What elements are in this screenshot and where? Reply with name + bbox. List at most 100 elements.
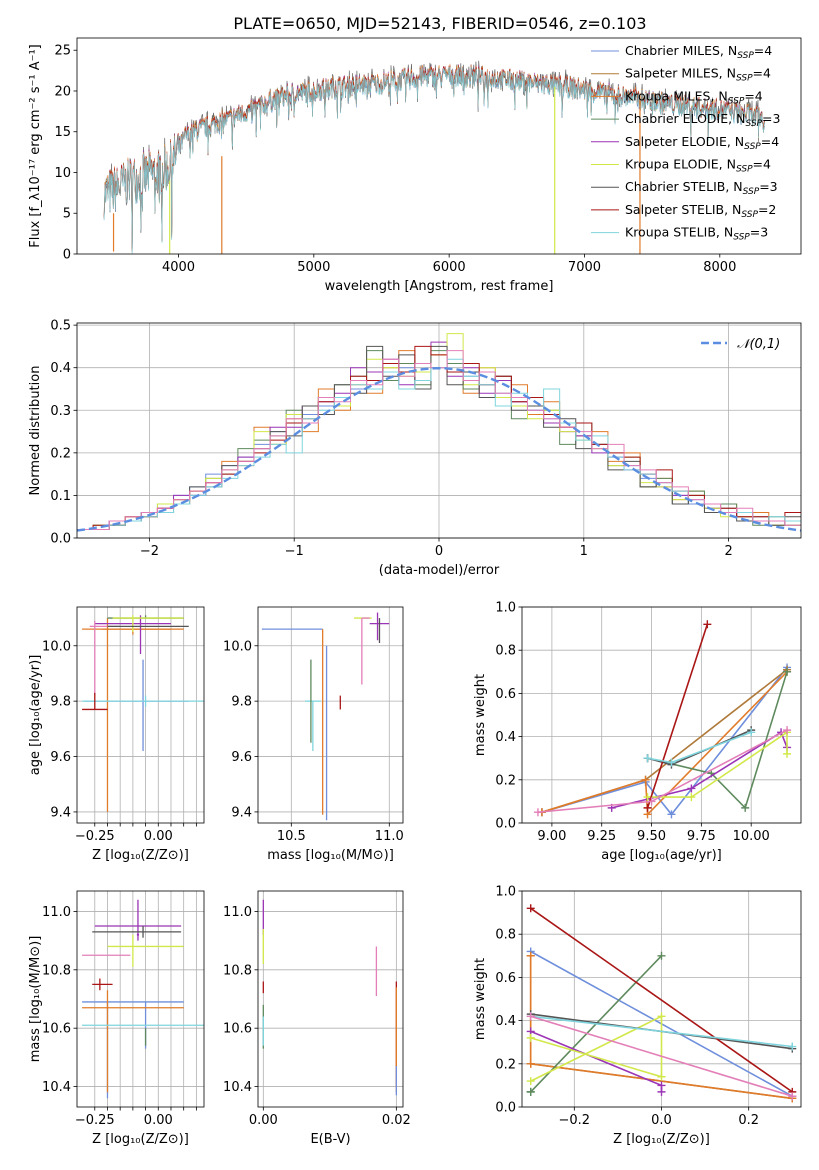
x-tick-label: −0.25 (75, 829, 115, 844)
legend-entry: Chabrier STELIB, NSSP=3 (625, 179, 778, 197)
axes-layer: 0.00 0.02 10.4 10.6 10.8 11.0 E(B-V) (223, 890, 411, 1147)
y-tick-label: 5 (63, 207, 71, 222)
weight-marker (526, 1087, 535, 1096)
y-tick-label: 11.0 (223, 905, 252, 920)
weight-marker (526, 1033, 535, 1042)
y-axis-label: age [log₁₀(age/yr)] (28, 655, 43, 776)
y-tick-label: 0.8 (495, 644, 516, 659)
y-tick-label: 0.4 (495, 730, 516, 745)
y-tick-label: 0.8 (495, 928, 516, 943)
y-tick-label: 10.0 (42, 639, 71, 654)
x-tick-label: 9.75 (687, 829, 716, 844)
grid-lines (258, 607, 403, 823)
x-tick-label: 8000 (703, 260, 736, 275)
legend-entry: Salpeter ELODIE, NSSP=4 (625, 134, 779, 152)
panel-spectrum: 4000 5000 6000 7000 8000 0 5 10 15 20 25 wavelength… (28, 37, 802, 294)
x-tick-label: 0.00 (144, 1113, 173, 1128)
y-tick-label: 10.4 (223, 1080, 252, 1095)
y-tick-label: 0.0 (495, 817, 516, 832)
axes-layer: 10.5 11.0 9.4 9.6 9.8 10.0 mass [log₁₀(M/M⊙)] (223, 606, 404, 863)
x-tick-label: 0 (435, 544, 443, 559)
weight-marker (526, 1012, 535, 1021)
data-layer (82, 615, 204, 812)
x-tick-label: 10.00 (733, 829, 770, 844)
panel-residuals: −2 −1 0 1 2 0.0 0.1 0.2 0.3 0.4 0.5 (data-model)/er… (28, 319, 802, 578)
weight-marker (647, 797, 656, 806)
plot-frame (76, 606, 205, 824)
x-tick-label: 7000 (568, 260, 601, 275)
y-tick-label: 0.0 (495, 1101, 516, 1116)
x-tick-label: 9.25 (587, 829, 616, 844)
legend-entry: Salpeter MILES, NSSP=4 (625, 66, 771, 84)
y-tick-label: 0.6 (495, 687, 516, 702)
panel-z-mass: −0.25 0.00 10.4 10.6 10.8 11.0 Z [log₁₀(Z/Z⊙)]… (28, 890, 205, 1147)
x-axis-label: Z [log₁₀(Z/Z⊙)] (92, 848, 189, 863)
weight-series-line (647, 671, 788, 810)
plot-frame (257, 890, 404, 1108)
y-tick-label: 25 (54, 44, 71, 59)
y-axis-label: Normed distribution (28, 366, 43, 496)
panel-mass-age: 10.5 11.0 9.4 9.6 9.8 10.0 mass [log₁₀(M/M⊙)] (223, 606, 404, 863)
weight-marker (788, 1042, 797, 1051)
x-tick-label: 11.0 (375, 829, 404, 844)
weight-marker (533, 808, 542, 817)
weight-marker (783, 726, 792, 735)
weight-marker (657, 1087, 666, 1096)
legend-entry: Kroupa ELODIE, NSSP=4 (625, 157, 771, 175)
axes-layer: −0.2 0.0 0.2 0.0 0.2 0.4 0.6 0.8 1.0 Z [log₁₀(Z/Z… (473, 885, 802, 1147)
weight-marker (788, 1092, 797, 1101)
weight-series-line (530, 1030, 663, 1092)
data-layer (533, 620, 792, 819)
x-tick-label: 9.50 (637, 829, 666, 844)
weight-marker (747, 728, 756, 737)
y-tick-label: 0.0 (50, 532, 71, 547)
y-tick-label: 11.0 (42, 905, 71, 920)
weight-marker (657, 951, 666, 960)
y-tick-label: 10.0 (223, 639, 252, 654)
y-tick-label: 0.6 (495, 971, 516, 986)
y-tick-label: 20 (54, 84, 71, 99)
x-axis-label: (data-model)/error (379, 563, 500, 578)
data-layer (526, 904, 797, 1103)
y-tick-label: 0.5 (50, 319, 71, 334)
y-tick-label: 9.4 (50, 805, 71, 820)
x-tick-label: 0.00 (144, 829, 173, 844)
data-layer (77, 333, 801, 532)
y-tick-label: 10.8 (42, 963, 71, 978)
y-tick-label: 1.0 (495, 601, 516, 616)
y-tick-label: 10.6 (223, 1022, 252, 1037)
data-layer (82, 899, 204, 1099)
panel-weights-z: −0.2 0.0 0.2 0.0 0.2 0.4 0.6 0.8 1.0 Z [log₁₀(Z/Z… (473, 885, 802, 1147)
plot-frame (76, 37, 802, 255)
axes-layer: −0.25 0.00 9.4 9.6 9.8 10.0 Z [log₁₀(Z/Z⊙)] age… (28, 606, 205, 863)
weight-marker (526, 1077, 535, 1086)
weight-series-line (530, 1015, 663, 1082)
weight-marker (687, 793, 696, 802)
y-tick-label: 10.6 (42, 1022, 71, 1037)
legend-entry: Kroupa MILES, NSSP=4 (625, 88, 763, 106)
weight-series-line (530, 1015, 793, 1048)
x-axis-label: Z [log₁₀(Z/Z⊙)] (92, 1132, 189, 1147)
x-axis-label: wavelength [Angstrom, rest frame] (325, 279, 554, 294)
y-tick-label: 0 (63, 248, 71, 263)
x-tick-label: −0.2 (559, 1113, 591, 1128)
errorbar-point (136, 933, 140, 936)
y-axis-label: mass weight (473, 958, 488, 1040)
grid-lines (258, 891, 403, 1107)
x-tick-label: 0.00 (249, 1113, 278, 1128)
plot-frame (257, 606, 404, 824)
weight-series-line (530, 907, 793, 1093)
x-axis-label: age [log₁₀(age/yr)] (601, 848, 722, 863)
y-axis-label: mass weight (473, 674, 488, 756)
y-tick-label: 0.2 (495, 1057, 516, 1072)
x-tick-label: 4000 (162, 260, 195, 275)
panel-ebv-mass: 0.00 0.02 10.4 10.6 10.8 11.0 E(B-V) (223, 890, 411, 1147)
weight-marker (741, 803, 750, 812)
y-axis-label: Flux [f_λ10⁻¹⁷ erg cm⁻² s⁻¹ A⁻¹] (28, 44, 43, 248)
x-axis-label: Z [log₁₀(Z/Z⊙)] (613, 1132, 710, 1147)
weight-marker (657, 1012, 666, 1021)
legend-entry: Chabrier ELODIE, NSSP=3 (625, 111, 780, 129)
weight-marker (687, 784, 696, 793)
y-tick-label: 15 (54, 125, 71, 140)
